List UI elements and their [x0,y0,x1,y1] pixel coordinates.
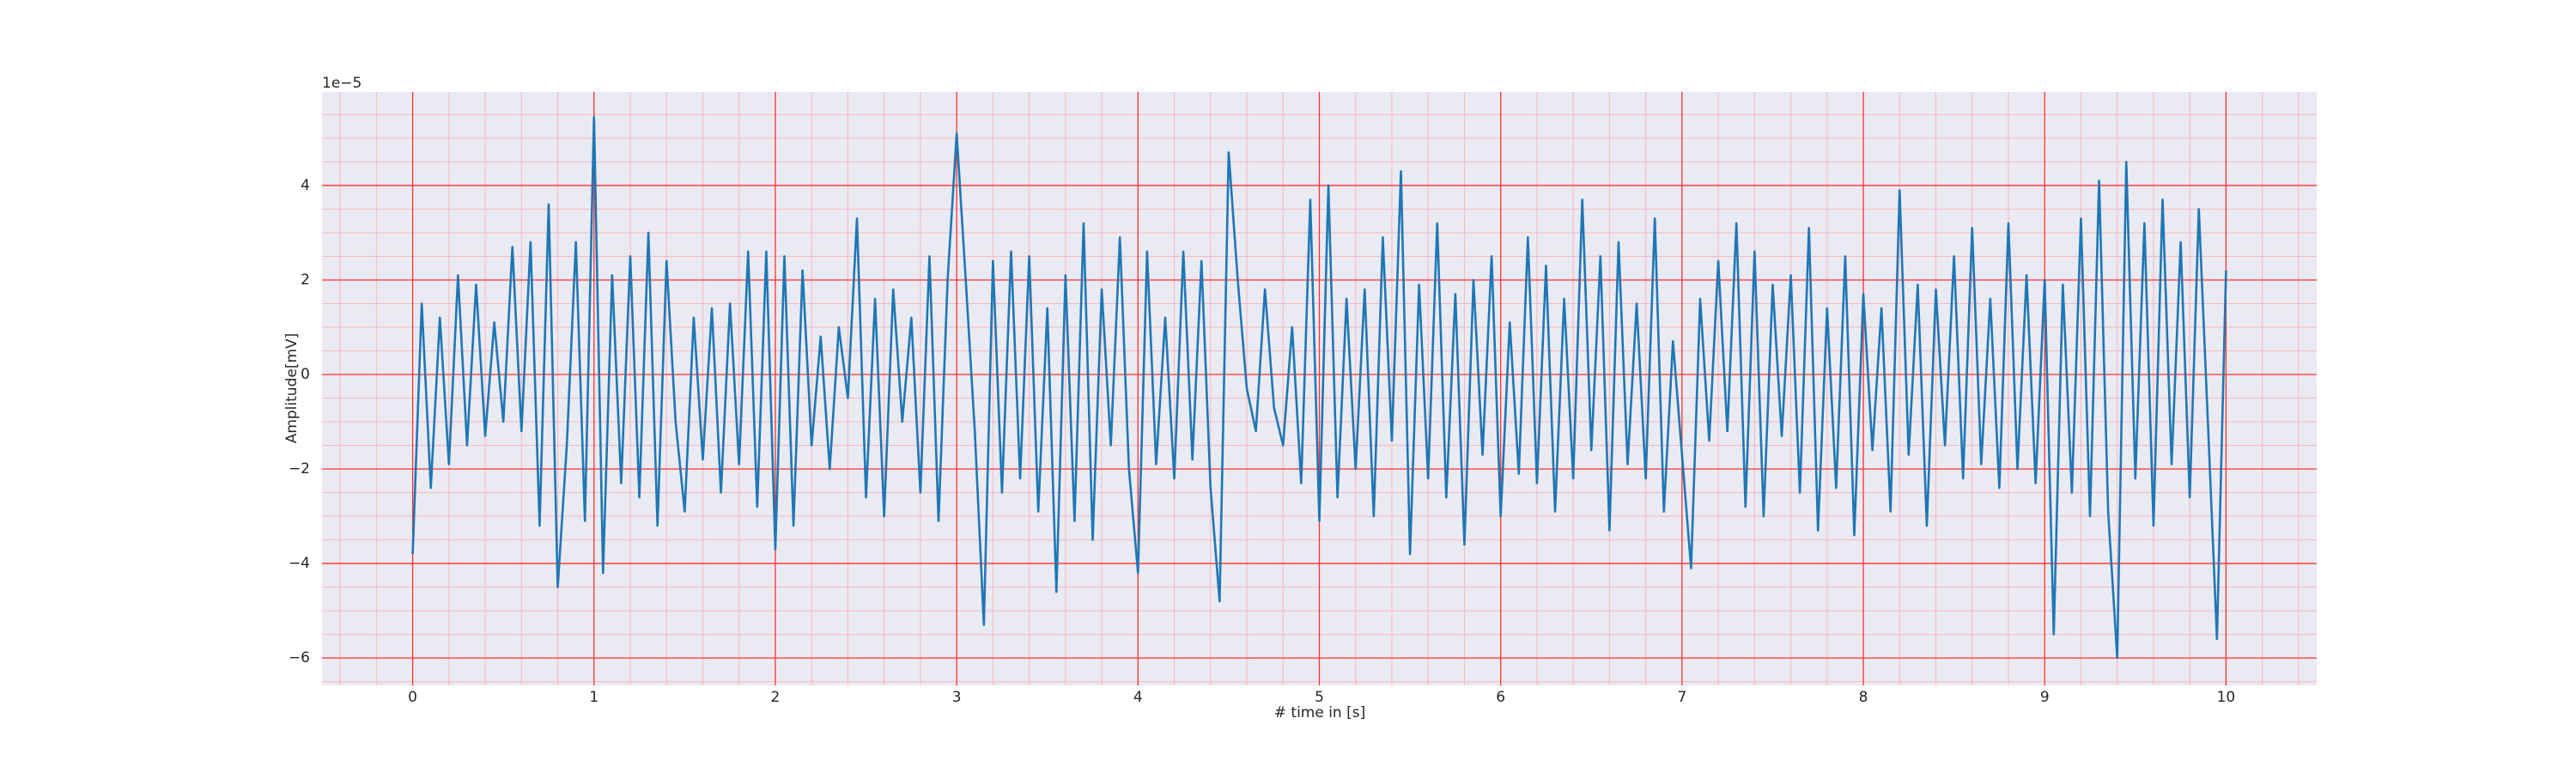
x-tick-label: 2 [771,689,781,706]
y-tick-label: −4 [289,555,310,572]
x-tick-label: 8 [1859,689,1868,706]
grid [322,92,2317,685]
y-tick-label: 2 [301,271,310,289]
y-tick-label: 4 [301,177,310,194]
x-tick-label: 5 [1315,689,1324,706]
y-axis-label: Amplitude[mV] [283,333,301,444]
marks [411,115,2227,660]
x-tick-label: 10 [2217,689,2236,706]
y-tick-label: −2 [289,460,310,478]
y-tick-label: 0 [301,366,310,383]
x-tick-label: 3 [952,689,962,706]
x-axis-label: # time in [s] [1274,704,1365,721]
x-tick-label: 6 [1496,689,1505,706]
labels: # time in [s] Amplitude[mV] 1e−5 0 1 2 3 4 5 6… [283,75,2235,721]
x-tick-label: 0 [408,689,417,706]
x-tick-label: 7 [1677,689,1686,706]
x-tick-label: 1 [589,689,598,706]
x-tick-label: 4 [1133,689,1143,706]
offset-text: 1e−5 [322,75,361,92]
x-tick-label: 9 [2040,689,2050,706]
signal-line [411,115,2227,660]
y-tick-label: −6 [289,649,310,666]
